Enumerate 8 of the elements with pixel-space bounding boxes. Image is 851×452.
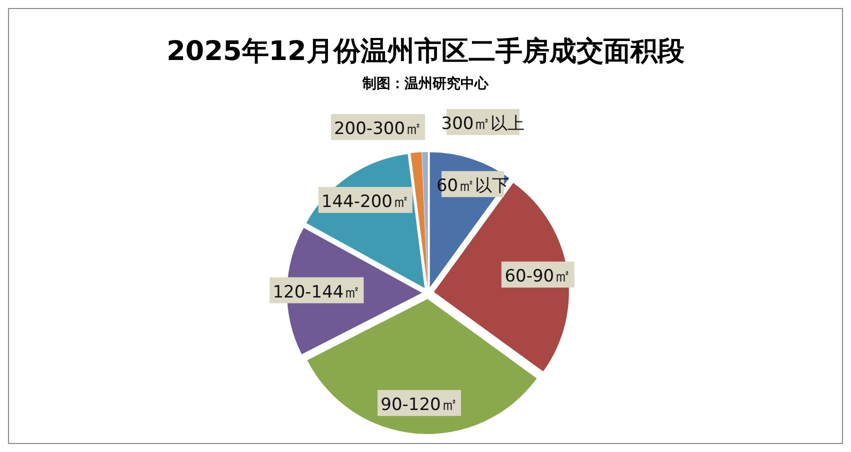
chart-subtitle: 制图：温州研究中心 — [362, 75, 490, 92]
slice-label: 120-144㎡ — [272, 282, 361, 302]
chart-title: 2025年12月份温州市区二手房成交面积段 — [166, 36, 686, 67]
slice-label: 144-200㎡ — [321, 192, 410, 212]
slice-label: 200-300㎡ — [334, 119, 422, 139]
slice-label: 60-90㎡ — [504, 266, 572, 287]
slice-label: 300㎡以上 — [441, 114, 525, 134]
slice-label: 90-120㎡ — [380, 394, 458, 415]
